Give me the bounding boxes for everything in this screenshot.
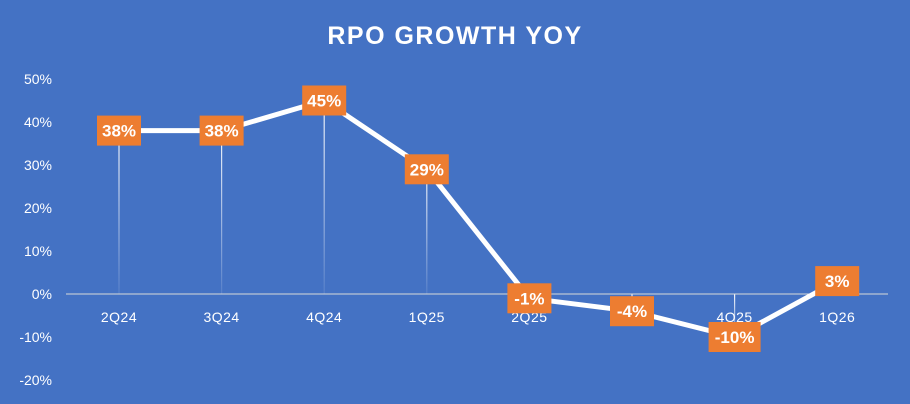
- data-label-box: [507, 283, 552, 314]
- data-label-box: [708, 322, 761, 352]
- data-label-box: [199, 115, 244, 146]
- y-tick-label: 50%: [24, 71, 52, 87]
- x-tick-label: 4Q25: [716, 309, 752, 325]
- x-tick-label: 1Q25: [409, 309, 445, 325]
- y-axis: 50% 40% 30% 20% 10% 0% -10% -20%: [19, 71, 52, 388]
- data-label: 38%: [199, 115, 244, 146]
- drop-line: [118, 130, 120, 294]
- data-label: 38%: [97, 115, 141, 146]
- data-label-box: [404, 154, 449, 185]
- data-label-text: 38%: [102, 122, 136, 141]
- data-label-text: -1%: [514, 289, 544, 308]
- data-label-text: -10%: [715, 328, 755, 347]
- data-label: -10%: [708, 322, 761, 352]
- chart-title: RPO GROWTH YOY: [327, 22, 582, 50]
- drop-line: [734, 294, 736, 337]
- data-label: -4%: [610, 296, 654, 327]
- data-labels: 38% 38% 45% 29% -1% -4% -10% 3%: [97, 85, 860, 352]
- drop-line: [323, 100, 325, 294]
- x-tick-label: 4Q24: [306, 309, 342, 325]
- y-tick-label: 10%: [24, 243, 52, 259]
- y-tick-label: -10%: [19, 329, 52, 345]
- x-tick-label: 2Q24: [101, 309, 137, 325]
- drop-line: [221, 130, 223, 294]
- data-label-box: [610, 296, 654, 327]
- x-tick-label: 3Q24: [203, 309, 239, 325]
- data-label-text: 38%: [205, 122, 239, 141]
- data-label-text: 3%: [825, 272, 850, 291]
- data-label-text: 29%: [410, 160, 444, 179]
- data-label-box: [815, 266, 860, 297]
- y-tick-label: 0%: [32, 286, 52, 302]
- data-label-text: -4%: [617, 302, 647, 321]
- y-tick-label: 40%: [24, 114, 52, 130]
- data-label: 45%: [302, 85, 347, 116]
- x-tick-label: 1Q26: [819, 309, 855, 325]
- data-label: 3%: [815, 266, 860, 297]
- data-label-box: [302, 85, 347, 116]
- data-label: 29%: [404, 154, 449, 185]
- y-tick-label: 20%: [24, 200, 52, 216]
- data-label: -1%: [507, 283, 552, 314]
- data-label-text: 45%: [307, 92, 341, 111]
- y-tick-label: -20%: [19, 372, 52, 388]
- y-tick-label: 30%: [24, 157, 52, 173]
- data-label-box: [97, 115, 141, 146]
- drop-line: [426, 169, 428, 294]
